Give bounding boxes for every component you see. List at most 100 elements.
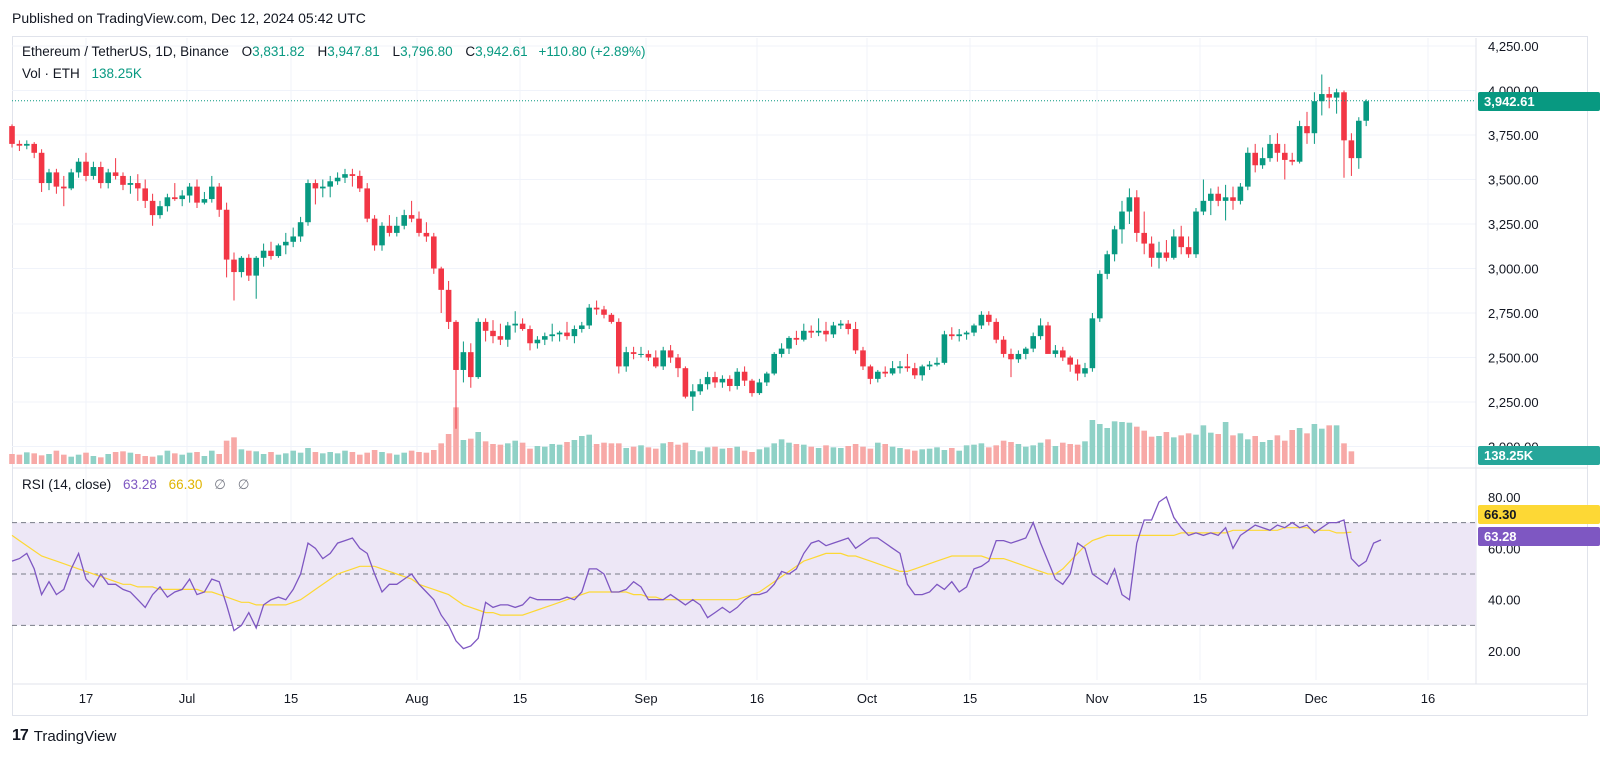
- volume-bar: [371, 450, 378, 464]
- volume-bar: [1230, 435, 1236, 464]
- low-label: L: [392, 44, 401, 59]
- candle-body: [719, 378, 726, 383]
- volume-bar: [149, 456, 156, 464]
- volume-bar: [253, 451, 259, 464]
- candle-body: [712, 377, 718, 383]
- candle-body: [793, 337, 800, 340]
- candle-body: [1104, 254, 1110, 274]
- volume-bar: [445, 434, 452, 464]
- candle-body: [926, 364, 933, 367]
- volume-bar: [1089, 420, 1096, 464]
- candle-body: [986, 314, 992, 322]
- volume-bar: [386, 453, 393, 464]
- volume-bar: [1148, 436, 1155, 464]
- volume-bar: [593, 444, 600, 464]
- candle-body: [260, 250, 267, 258]
- candle-body: [1030, 336, 1036, 349]
- price-tick-label: 2,750.00: [1488, 306, 1539, 321]
- candle-body: [1230, 197, 1236, 201]
- volume-bar: [749, 452, 755, 464]
- volume-bar: [1119, 422, 1125, 464]
- volume-bar: [830, 447, 837, 464]
- volume-bar: [379, 452, 385, 464]
- candle-body: [949, 334, 955, 337]
- volume-bar: [926, 448, 933, 464]
- high-label: H: [317, 44, 328, 59]
- candle-body: [490, 330, 496, 337]
- candle-body: [734, 371, 740, 386]
- candle-body: [897, 366, 903, 369]
- candle-body: [956, 334, 962, 337]
- rsi-ma-value: 66.30: [168, 477, 203, 492]
- volume-bar: [460, 440, 467, 464]
- candle-body: [860, 350, 866, 367]
- candle-body: [135, 183, 141, 189]
- volume-bar: [616, 443, 622, 464]
- candle-body: [638, 353, 644, 355]
- rsi-ma-badge: 66.30: [1478, 505, 1600, 524]
- volume-bar: [823, 445, 829, 464]
- volume-bar: [127, 452, 134, 464]
- candle-body: [1023, 348, 1029, 354]
- volume-bar: [1126, 422, 1133, 464]
- candle-body: [1311, 101, 1318, 134]
- candle-body: [253, 257, 259, 276]
- candle-body: [1341, 92, 1347, 141]
- volume-bar: [1252, 436, 1258, 464]
- volume-bar: [1319, 428, 1325, 464]
- price-tick-label: 2,250.00: [1488, 395, 1539, 410]
- volume-bar: [216, 454, 222, 464]
- time-tick-label: 15: [284, 691, 298, 706]
- candle-body: [630, 352, 637, 354]
- volume-bar: [934, 447, 940, 464]
- volume-badge: 138.25K: [1478, 446, 1600, 465]
- candle-body: [875, 371, 881, 379]
- volume-bar: [682, 442, 689, 464]
- candle-body: [1267, 143, 1273, 159]
- volume-bar: [719, 448, 726, 464]
- volume-bar: [653, 448, 659, 464]
- volume-bar: [312, 452, 319, 464]
- candle-body: [941, 334, 948, 363]
- volume-bar: [534, 446, 541, 464]
- volume-bar: [978, 443, 985, 464]
- volume-bar: [1134, 426, 1140, 464]
- price-tick-label: 2,500.00: [1488, 351, 1539, 366]
- candle-body: [519, 323, 526, 330]
- time-tick-label: Oct: [857, 691, 878, 706]
- candle-body: [1178, 236, 1184, 248]
- rsi-na-2: ∅: [237, 477, 250, 492]
- candle-body: [608, 314, 615, 322]
- volume-bar: [1104, 428, 1110, 464]
- candle-body: [179, 195, 185, 200]
- open-value: 3,831.82: [252, 44, 305, 59]
- volume-bar: [135, 454, 141, 464]
- tradingview-footer[interactable]: 17 TradingView: [12, 727, 116, 745]
- rsi-badge: 63.28: [1478, 527, 1600, 546]
- volume-bar: [1245, 439, 1251, 464]
- candle-body: [1126, 197, 1133, 212]
- volume-bar: [142, 456, 148, 464]
- rsi-legend: RSI (14, close) 63.28 66.30 ∅ ∅: [22, 477, 249, 493]
- candle-body: [53, 172, 60, 187]
- candle-body: [172, 197, 178, 200]
- chart-frame[interactable]: [12, 36, 1588, 716]
- candle-body: [216, 186, 222, 210]
- volume-bar: [453, 407, 459, 464]
- candle-body: [801, 330, 807, 340]
- candle-body: [1171, 236, 1177, 258]
- low-value: 3,796.80: [400, 44, 453, 59]
- time-tick-label: Nov: [1085, 691, 1109, 706]
- volume-bar: [1163, 432, 1170, 464]
- candle-body: [312, 183, 319, 189]
- candle-body: [334, 177, 341, 182]
- candle-body: [1141, 232, 1147, 244]
- volume-bar: [949, 448, 955, 464]
- time-tick-label: Jul: [179, 691, 196, 706]
- candle-body: [223, 209, 230, 260]
- candle-body: [1282, 152, 1288, 160]
- candle-body: [401, 215, 407, 226]
- volume-bar: [919, 449, 925, 464]
- volume-bar: [675, 444, 681, 464]
